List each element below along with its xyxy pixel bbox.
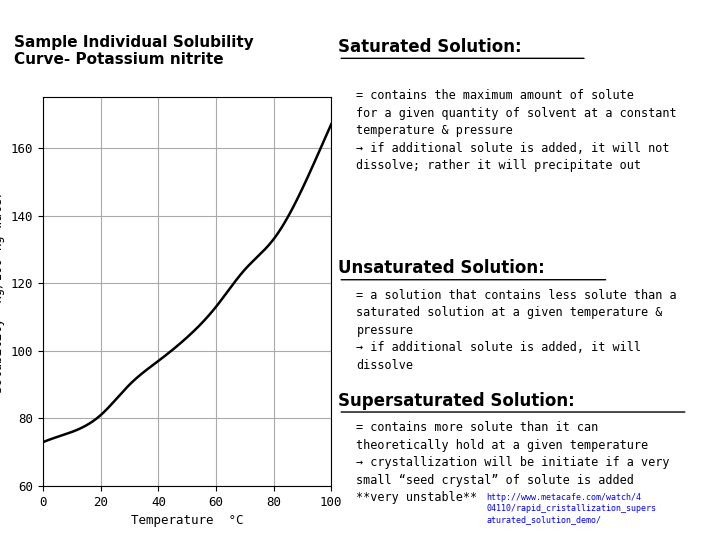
X-axis label: Temperature  °C: Temperature °C	[131, 514, 243, 527]
Text: = contains the maximum amount of solute
for a given quantity of solvent at a con: = contains the maximum amount of solute …	[356, 89, 677, 172]
Text: http://www.metacafe.com/watch/4
04110/rapid_cristallization_supers
aturated_solu: http://www.metacafe.com/watch/4 04110/ra…	[486, 492, 656, 524]
Text: = a solution that contains less solute than a
saturated solution at a given temp: = a solution that contains less solute t…	[356, 289, 677, 372]
Text: Sample Individual Solubility
Curve- Potassium nitrite: Sample Individual Solubility Curve- Pota…	[14, 35, 254, 68]
Text: Saturated Solution:: Saturated Solution:	[338, 38, 522, 56]
Y-axis label: Solubility  kg/100 kg water: Solubility kg/100 kg water	[0, 191, 6, 393]
Text: Unsaturated Solution:: Unsaturated Solution:	[338, 259, 545, 277]
Text: Supersaturated Solution:: Supersaturated Solution:	[338, 392, 575, 409]
Text: = contains more solute than it can
theoretically hold at a given temperature
→ c: = contains more solute than it can theor…	[356, 421, 670, 504]
